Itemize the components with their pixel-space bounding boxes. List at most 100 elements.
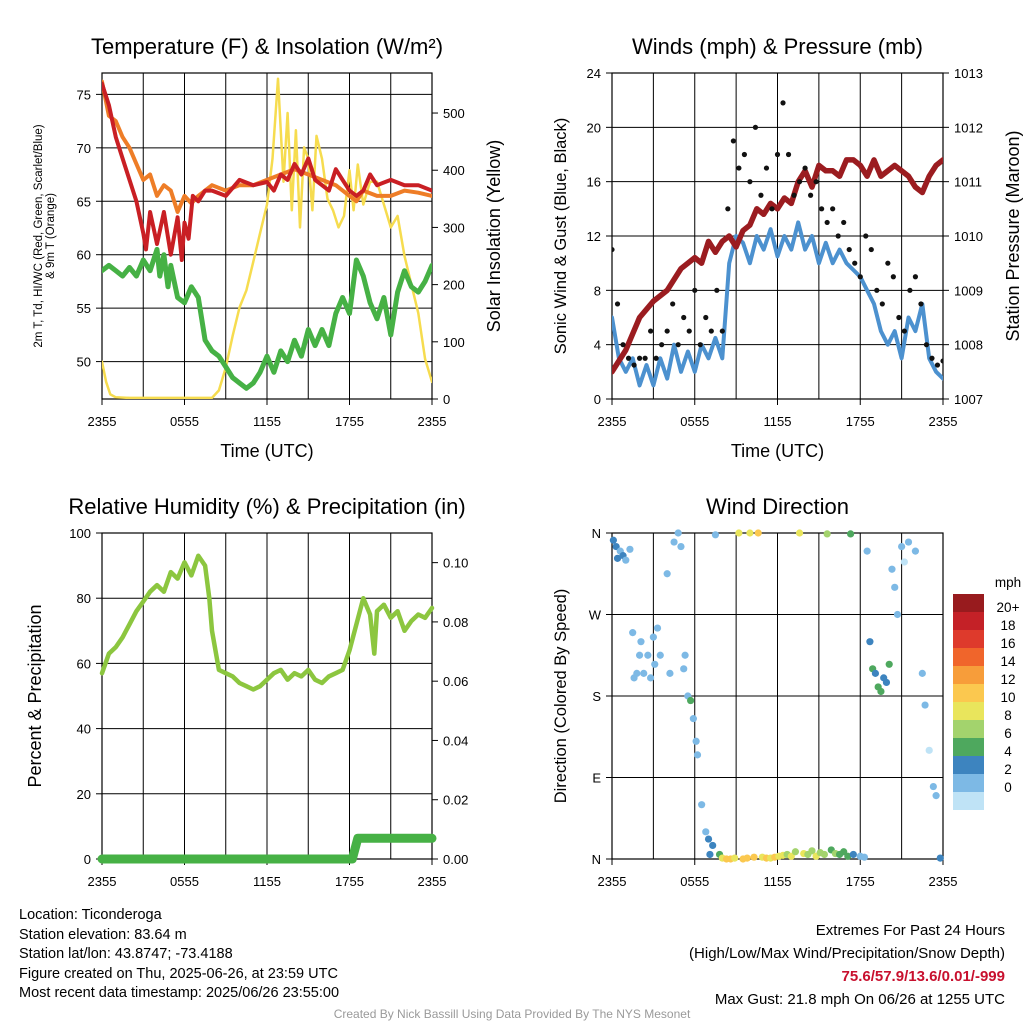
gust-point bbox=[708, 328, 714, 334]
gust-point bbox=[885, 260, 891, 266]
y-axis-label-line: 2m T, Td, HI/WC (Red, Green, Scarlet/Blu… bbox=[33, 124, 45, 347]
colorbar-swatch bbox=[953, 630, 984, 648]
x-tick-label: 1755 bbox=[846, 414, 875, 429]
x-tick-label: 2355 bbox=[598, 874, 627, 889]
panel-title: Temperature (F) & Insolation (W/m²) bbox=[91, 34, 443, 59]
gust-point bbox=[929, 355, 935, 361]
gust-point bbox=[918, 301, 924, 307]
y2-tick-label: 200 bbox=[443, 278, 465, 293]
y2-axis-label: Solar Insolation (Yellow) bbox=[484, 140, 504, 332]
y-tick-label: 75 bbox=[77, 87, 91, 102]
colorbar-swatch bbox=[953, 666, 984, 684]
direction-point bbox=[626, 545, 634, 553]
winds-pressure-panel: 0 4 8 12 16 20 24 1007 1008 1009 1010 1011 1012 1013 2… bbox=[552, 34, 1023, 461]
x-tick-label: 0555 bbox=[170, 874, 199, 889]
gust-point bbox=[896, 314, 902, 321]
gust-point bbox=[934, 362, 941, 368]
gust-point bbox=[769, 206, 775, 212]
gust-point bbox=[813, 179, 819, 185]
y-tick-label: 16 bbox=[587, 175, 601, 190]
series-line-3 bbox=[102, 246, 432, 391]
panel-title: Winds (mph) & Pressure (mb) bbox=[632, 34, 923, 59]
direction-point bbox=[795, 529, 804, 537]
direction-point bbox=[702, 828, 710, 836]
direction-point bbox=[687, 696, 695, 705]
y2-tick-label: 500 bbox=[443, 106, 465, 121]
direction-point bbox=[925, 746, 933, 754]
direction-point bbox=[692, 737, 700, 745]
wind-direction-panel: N E S W N 2355 0555 1155 1755 2355 Wind Direction D… bbox=[552, 494, 1021, 889]
y-tick-label: 60 bbox=[77, 656, 91, 671]
gust-point bbox=[659, 342, 665, 348]
y2-tick-label: 300 bbox=[443, 220, 465, 235]
gust-point bbox=[631, 362, 637, 368]
direction-point bbox=[849, 850, 857, 859]
x-tick-label: 0555 bbox=[680, 414, 709, 429]
figure-created: Figure created on Thu, 2025-06-26, at 23… bbox=[19, 965, 338, 982]
direction-point bbox=[689, 715, 697, 723]
y-tick-label: 20 bbox=[77, 787, 91, 802]
gust-point bbox=[703, 314, 709, 321]
x-tick-label: 2355 bbox=[598, 414, 627, 429]
x-tick-label: 1155 bbox=[253, 414, 281, 429]
direction-point bbox=[635, 651, 644, 659]
y2-tick-label: 0.00 bbox=[443, 852, 468, 867]
gust-point bbox=[841, 219, 847, 226]
gust-point bbox=[725, 206, 731, 212]
gust-point bbox=[675, 342, 681, 348]
station-latlon: Station lat/lon: 43.8747; -73.4188 bbox=[19, 946, 233, 962]
station-location: Location: Ticonderoga bbox=[19, 907, 162, 923]
colorbar-swatch bbox=[953, 738, 984, 756]
gust-point bbox=[614, 301, 621, 307]
direction-point bbox=[647, 674, 655, 682]
x-tick-label: 1755 bbox=[846, 874, 875, 889]
y-tick-label: 60 bbox=[77, 248, 91, 263]
credit-line: Created By Nick Bassill Using Data Provi… bbox=[333, 1007, 691, 1021]
direction-point bbox=[866, 638, 874, 646]
y2-tick-label: 1008 bbox=[954, 338, 983, 353]
x-tick-label: 2355 bbox=[88, 414, 117, 429]
y2-tick-label: 1012 bbox=[954, 120, 983, 135]
direction-point bbox=[670, 538, 678, 546]
direction-point bbox=[613, 554, 622, 562]
direction-point bbox=[750, 853, 758, 861]
direction-point bbox=[681, 651, 689, 659]
y2-tick-label: 400 bbox=[443, 163, 465, 178]
direction-point bbox=[932, 792, 940, 800]
direction-point bbox=[820, 850, 828, 859]
gust-point bbox=[686, 328, 692, 334]
extremes-info: Extremes For Past 24 Hours (High/Low/Max… bbox=[689, 919, 1005, 1011]
gust-point bbox=[681, 314, 687, 321]
y-tick-label: 70 bbox=[77, 141, 91, 156]
direction-point bbox=[640, 669, 648, 677]
temperature-series bbox=[102, 77, 432, 399]
relative-humidity-line bbox=[99, 553, 435, 692]
gust-point bbox=[625, 355, 632, 361]
y2-tick-label: 0.06 bbox=[443, 674, 468, 689]
direction-point bbox=[680, 665, 688, 673]
direction-point bbox=[656, 651, 664, 659]
y2-tick-label: 1010 bbox=[954, 229, 983, 244]
y-axis-label: Sonic Wind & Gust (Blue, Black) bbox=[552, 118, 570, 355]
direction-point bbox=[911, 547, 920, 555]
gust-point bbox=[620, 342, 626, 348]
sonic-wind-line bbox=[612, 220, 943, 388]
direction-point bbox=[891, 583, 899, 591]
gust-point bbox=[785, 151, 792, 158]
y2-tick-label: 1013 bbox=[954, 66, 983, 81]
direction-point bbox=[677, 542, 685, 551]
station-elevation: Station elevation: 83.64 m bbox=[19, 926, 187, 943]
direction-point bbox=[746, 529, 754, 537]
gust-point bbox=[912, 274, 919, 280]
gust-point bbox=[774, 151, 781, 158]
gust-point bbox=[642, 355, 648, 361]
direction-point bbox=[663, 570, 671, 578]
gust-point bbox=[664, 328, 670, 334]
x-tick-label: 0555 bbox=[680, 874, 709, 889]
direction-point bbox=[898, 542, 906, 551]
direction-point bbox=[904, 538, 913, 546]
colorbar-swatch bbox=[953, 648, 984, 666]
direction-point bbox=[808, 847, 816, 855]
gust-point bbox=[791, 192, 797, 198]
direction-point bbox=[709, 841, 717, 850]
